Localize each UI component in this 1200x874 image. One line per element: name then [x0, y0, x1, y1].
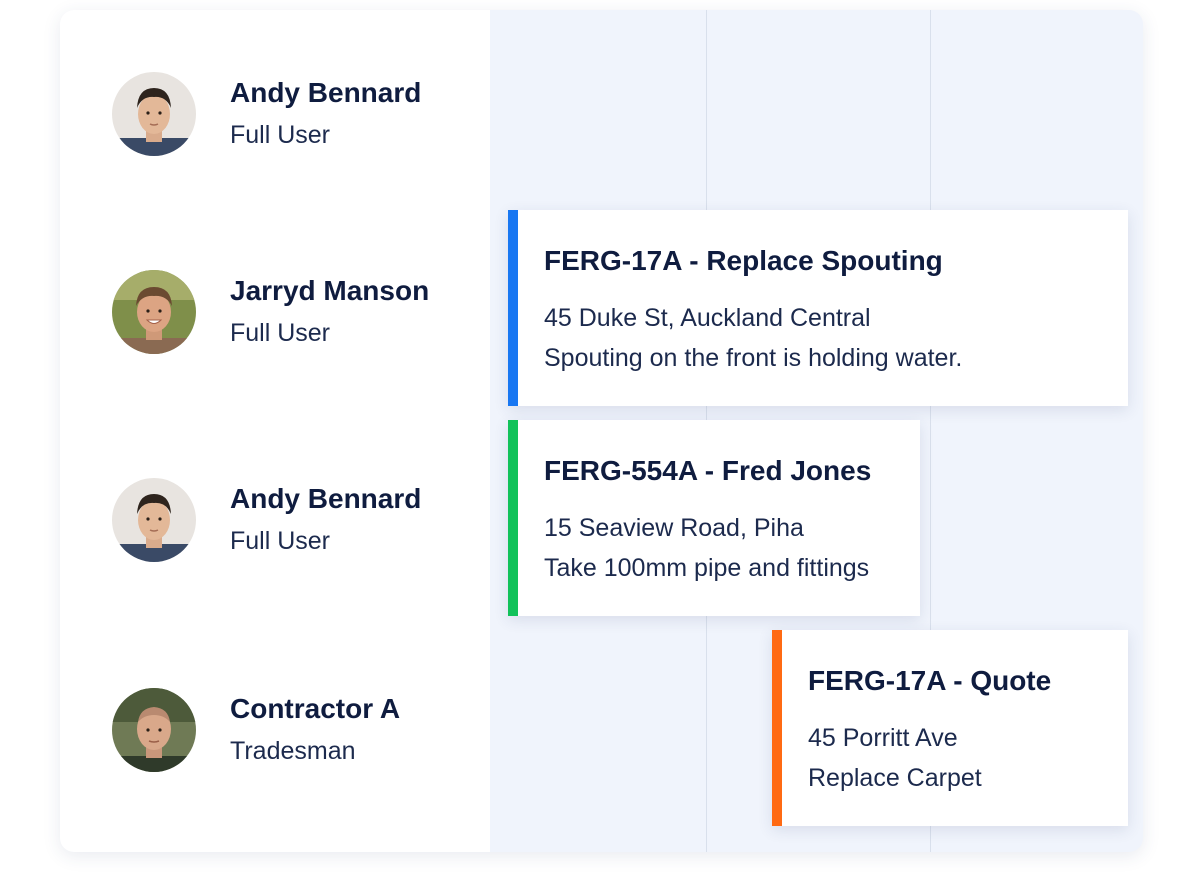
staff-name: Contractor A — [230, 693, 401, 724]
job-address: 15 Seaview Road, Piha — [544, 514, 804, 542]
staff-role: Full User — [230, 527, 331, 555]
job-accent-bar — [508, 210, 518, 406]
job-card[interactable]: FERG-17A - Quote 45 Porritt Ave Replace … — [772, 630, 1128, 826]
job-note: Spouting on the front is holding water. — [544, 344, 963, 372]
staff-row[interactable]: Andy Bennard Full User — [112, 72, 421, 156]
staff-role: Tradesman — [230, 737, 356, 765]
avatar — [112, 688, 196, 772]
avatar — [112, 72, 196, 156]
staff-role: Full User — [230, 121, 331, 149]
staff-role: Full User — [230, 319, 331, 347]
job-address: 45 Porritt Ave — [808, 724, 958, 752]
job-accent-bar — [772, 630, 782, 826]
avatar — [112, 478, 196, 562]
job-title: FERG-17A - Quote — [808, 665, 1052, 696]
job-card[interactable]: FERG-17A - Replace Spouting 45 Duke St, … — [508, 210, 1128, 406]
job-title: FERG-17A - Replace Spouting — [544, 245, 943, 276]
staff-name: Andy Bennard — [230, 483, 422, 514]
job-title: FERG-554A - Fred Jones — [544, 455, 872, 486]
schedule-board: Andy Bennard Full User Jarry — [60, 10, 1143, 852]
timeline-gridline — [930, 10, 931, 852]
staff-sidebar: Andy Bennard Full User Jarry — [60, 10, 490, 852]
job-note: Replace Carpet — [808, 764, 982, 792]
staff-name: Andy Bennard — [230, 77, 422, 108]
staff-row[interactable]: Andy Bennard Full User — [112, 478, 421, 562]
job-note: Take 100mm pipe and fittings — [544, 554, 870, 582]
staff-row[interactable]: Jarryd Manson Full User — [112, 270, 429, 354]
job-address: 45 Duke St, Auckland Central — [544, 304, 871, 332]
avatar — [112, 270, 196, 354]
job-accent-bar — [508, 420, 518, 616]
job-card[interactable]: FERG-554A - Fred Jones 15 Seaview Road, … — [508, 420, 920, 616]
staff-name: Jarryd Manson — [230, 275, 430, 306]
staff-row[interactable]: Contractor A Tradesman — [112, 688, 400, 772]
